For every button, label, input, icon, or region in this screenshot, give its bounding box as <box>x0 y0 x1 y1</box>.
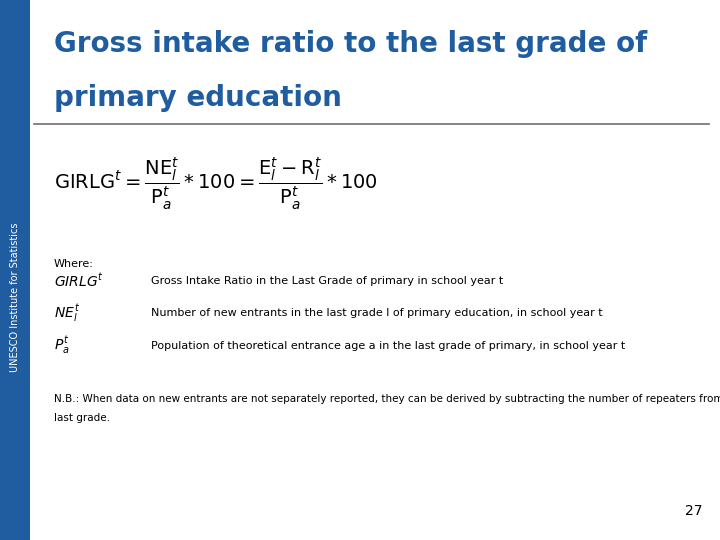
Text: UNESCO Institute for Statistics: UNESCO Institute for Statistics <box>10 222 20 372</box>
Text: 27: 27 <box>685 504 702 518</box>
Text: $\mathit{GIRLG}^t$: $\mathit{GIRLG}^t$ <box>54 272 104 289</box>
Text: primary education: primary education <box>54 84 342 112</box>
Text: Number of new entrants in the last grade l of primary education, in school year : Number of new entrants in the last grade… <box>151 308 603 318</box>
Text: Where:: Where: <box>54 259 94 269</box>
Text: $\mathit{P}_a^t$: $\mathit{P}_a^t$ <box>54 335 70 356</box>
Text: $\mathit{NE}_l^t$: $\mathit{NE}_l^t$ <box>54 302 80 324</box>
Text: Gross Intake Ratio in the Last Grade of primary in school year t: Gross Intake Ratio in the Last Grade of … <box>151 276 503 286</box>
Text: $\mathrm{GIRLG}^t = \dfrac{\mathrm{NE}_l^t}{\mathrm{P}_a^t}*100 = \dfrac{\mathrm: $\mathrm{GIRLG}^t = \dfrac{\mathrm{NE}_l… <box>54 156 378 212</box>
Text: N.B.: When data on new entrants are not separately reported, they can be derived: N.B.: When data on new entrants are not … <box>54 394 720 404</box>
Text: Gross intake ratio to the last grade of: Gross intake ratio to the last grade of <box>54 30 647 58</box>
Text: Population of theoretical entrance age a in the last grade of primary, in school: Population of theoretical entrance age a… <box>151 341 626 350</box>
Text: last grade.: last grade. <box>54 413 110 423</box>
